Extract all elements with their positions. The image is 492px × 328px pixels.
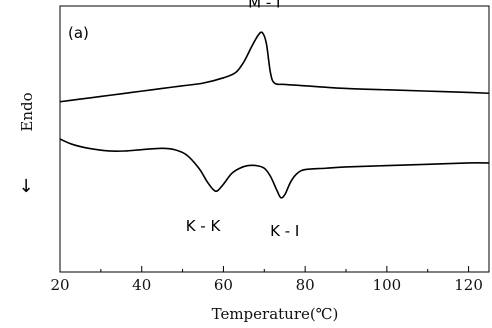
x-tick-label: 40 (132, 276, 151, 294)
x-tick-label: 20 (50, 276, 69, 294)
series-group (59, 31, 490, 199)
x-ticks: 20 40 60 80 100 120 (50, 266, 483, 294)
x-tick-label: 120 (454, 276, 483, 294)
x-axis-label: Temperature(℃) (212, 305, 339, 323)
cooling-curve (59, 138, 490, 199)
annotation-m-i: M - I (248, 0, 280, 11)
x-tick-label: 80 (296, 276, 315, 294)
heating-curve (59, 31, 490, 103)
y-axis-arrow: ↓ (18, 176, 33, 197)
annotation-k-i: K - I (270, 222, 299, 240)
y-axis-label: Endo (18, 92, 36, 131)
x-tick-label: 100 (373, 276, 402, 294)
panel-label: (a) (68, 24, 89, 42)
x-tick-label: 60 (214, 276, 233, 294)
annotation-k-k: K - K (186, 217, 222, 235)
annotation-group: M - I K - K K - I (186, 0, 300, 240)
